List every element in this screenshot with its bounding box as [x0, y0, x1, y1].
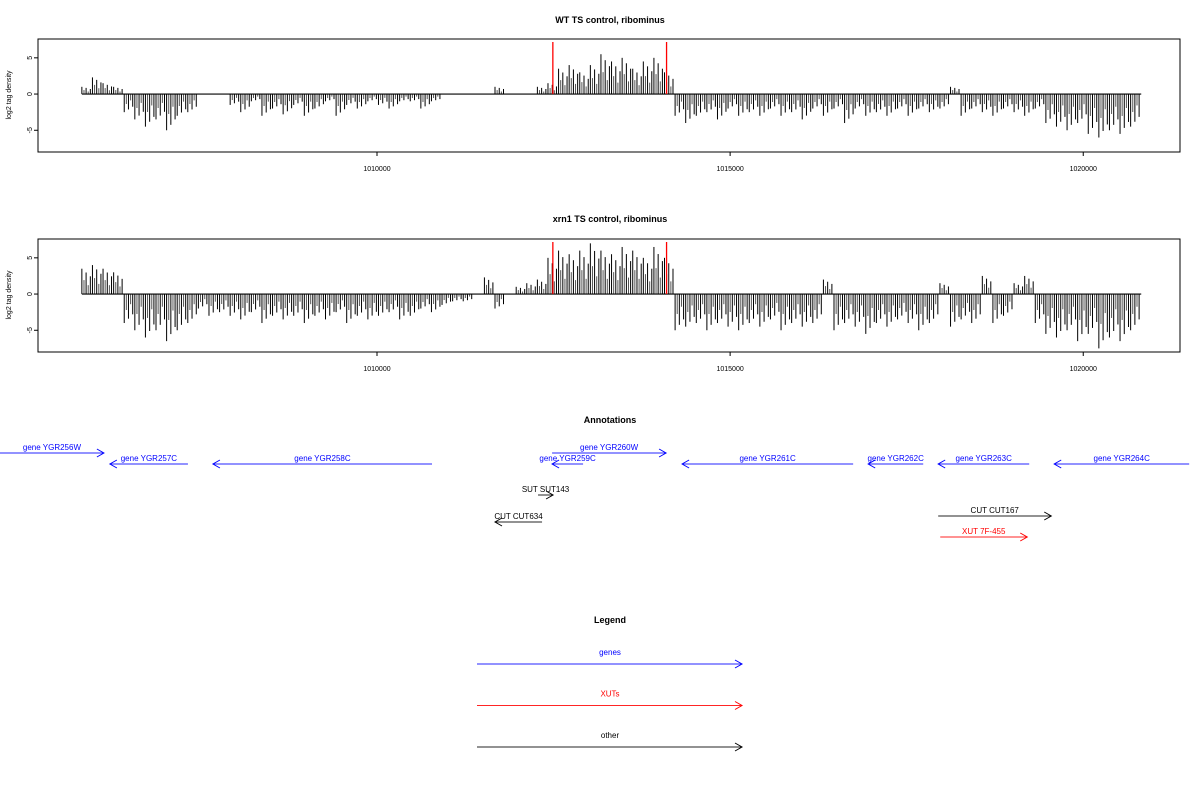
- annotation-feature: gene YGR257C: [108, 454, 188, 469]
- legend-item: XUTs: [477, 690, 744, 710]
- feature-label: CUT CUT634: [494, 512, 543, 521]
- feature-label: gene YGR262C: [868, 454, 925, 463]
- x-tick-label: 1020000: [1070, 166, 1097, 173]
- y-tick-label: 0: [27, 92, 34, 96]
- wt-density-panel: WT TS control, ribominus log2 tag densit…: [6, 15, 1181, 173]
- y-tick-label: 5: [27, 56, 34, 60]
- feature-label: XUT 7F-455: [962, 527, 1006, 536]
- y-tick-label: -5: [27, 327, 34, 333]
- feature-arrow-arrowhead-icon: [658, 448, 668, 458]
- annotation-feature: gene YGR260W: [552, 443, 668, 458]
- feature-arrow-arrowhead-icon: [867, 459, 876, 469]
- annotations-panel: Annotations gene YGR256W gene YGR257C gene…: [0, 415, 1190, 542]
- annotation-feature: gene YGR256W: [0, 443, 105, 458]
- feature-label: SUT SUT143: [522, 485, 570, 494]
- feature-arrow-arrowhead-icon: [211, 459, 221, 469]
- feature-arrow-arrowhead-icon: [1019, 532, 1029, 542]
- x-tick-label: 1010000: [363, 366, 390, 373]
- legend-item: other: [477, 731, 744, 752]
- y-tick-label: 5: [27, 256, 34, 260]
- plot-frame: [37, 238, 1181, 353]
- legend-title: Legend: [594, 615, 626, 625]
- feature-arrow-arrowhead-icon: [681, 459, 690, 469]
- xrn1-y-axis-label: log2 tag density: [6, 270, 13, 320]
- annotation-feature: gene YGR263C: [937, 454, 1030, 469]
- annotation-feature: gene YGR261C: [681, 454, 854, 469]
- feature-label: gene YGR258C: [294, 454, 351, 463]
- legend-item: genes: [477, 648, 744, 669]
- legend-arrow-arrowhead-icon: [734, 659, 744, 669]
- feature-arrow-arrowhead-icon: [96, 448, 105, 458]
- x-tick-label: 1020000: [1070, 366, 1097, 373]
- feature-arrow-arrowhead-icon: [1053, 459, 1062, 469]
- annotation-feature: gene YGR259C: [539, 454, 596, 469]
- feature-label: gene YGR263C: [956, 454, 1013, 463]
- x-tick-label: 1015000: [716, 366, 743, 373]
- feature-arrow-arrowhead-icon: [1044, 511, 1053, 521]
- feature-arrow-arrowhead-icon: [545, 490, 555, 500]
- annotation-feature: gene YGR262C: [867, 454, 925, 469]
- legend-label: XUTs: [600, 690, 619, 699]
- xrn1-density-panel: xrn1 TS control, ribominus log2 tag dens…: [6, 214, 1181, 373]
- feature-label: gene YGR261C: [739, 454, 796, 463]
- annotation-feature: XUT 7F-455: [940, 527, 1029, 542]
- feature-arrow-arrowhead-icon: [494, 517, 503, 527]
- annotation-feature: CUT CUT167: [938, 506, 1053, 521]
- feature-label: gene YGR259C: [539, 454, 596, 463]
- legend-label: other: [601, 731, 620, 740]
- legend-arrow-arrowhead-icon: [734, 742, 744, 752]
- feature-label: gene YGR256W: [23, 443, 82, 452]
- feature-arrow-arrowhead-icon: [551, 459, 560, 469]
- wt-y-axis-label: log2 tag density: [6, 70, 13, 120]
- feature-arrow-arrowhead-icon: [108, 459, 118, 469]
- annotation-feature: CUT CUT634: [494, 512, 543, 527]
- feature-label: gene YGR264C: [1094, 454, 1151, 463]
- x-tick-label: 1015000: [716, 166, 743, 173]
- legend-label: genes: [599, 648, 621, 657]
- xrn1-panel-title: xrn1 TS control, ribominus: [553, 214, 668, 224]
- feature-label: gene YGR257C: [121, 454, 178, 463]
- annotations-title: Annotations: [584, 415, 637, 425]
- legend-arrow-arrowhead-icon: [734, 701, 744, 710]
- feature-arrow-arrowhead-icon: [937, 459, 946, 469]
- x-tick-label: 1010000: [363, 166, 390, 173]
- plot-frame: [37, 38, 1181, 153]
- annotation-feature: gene YGR258C: [211, 454, 433, 469]
- feature-label: gene YGR260W: [580, 443, 639, 452]
- feature-label: CUT CUT167: [971, 506, 1020, 515]
- legend: Legend genes XUTs other: [477, 615, 744, 752]
- annotation-feature: gene YGR264C: [1053, 454, 1190, 469]
- y-tick-label: 0: [27, 292, 34, 296]
- wt-panel-title: WT TS control, ribominus: [555, 15, 665, 25]
- y-tick-label: -5: [27, 127, 34, 133]
- annotation-feature: SUT SUT143: [522, 485, 570, 500]
